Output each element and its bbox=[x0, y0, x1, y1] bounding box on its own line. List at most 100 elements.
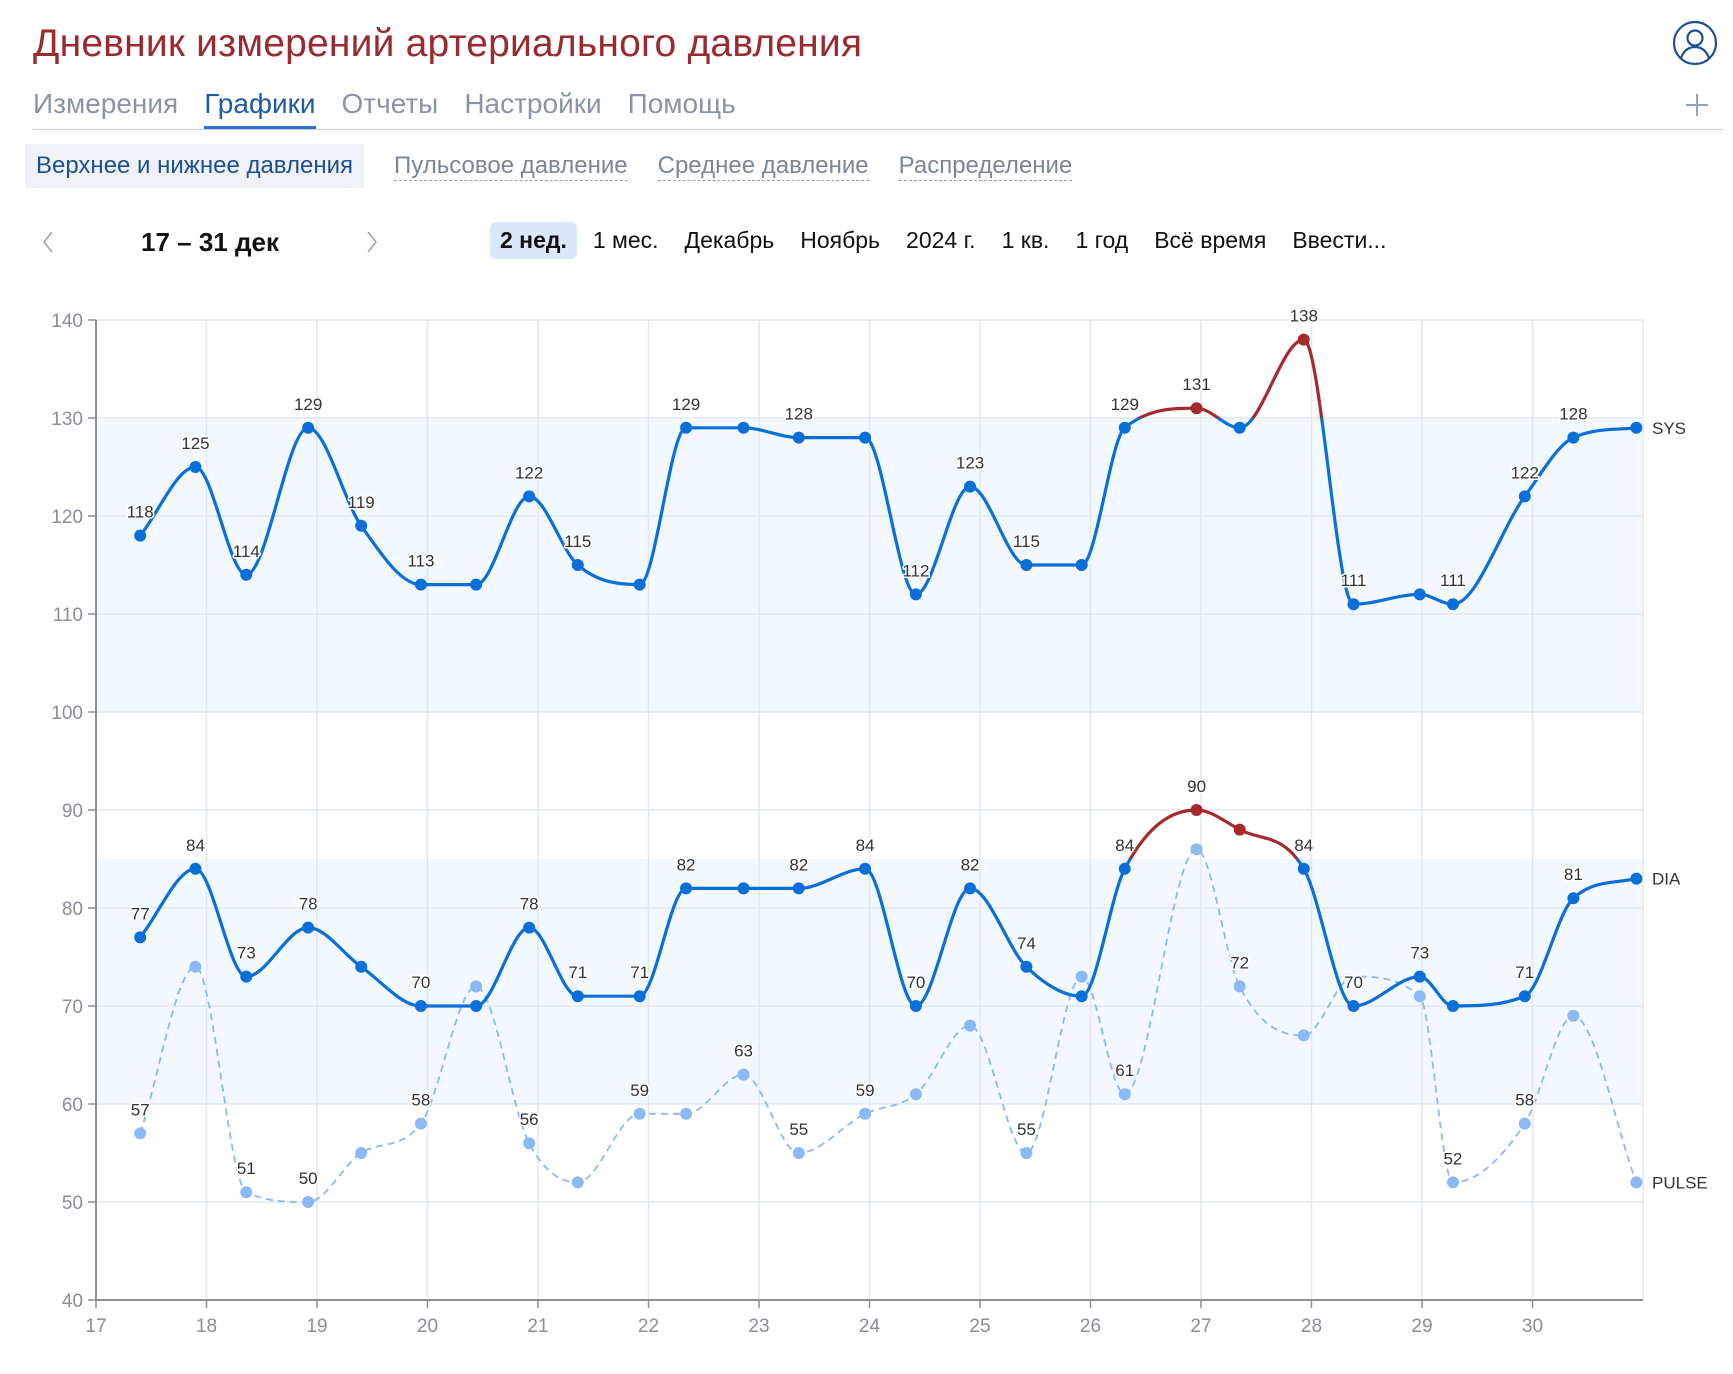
tab-measurements[interactable]: Измерения bbox=[33, 88, 179, 119]
sys-point[interactable] bbox=[414, 578, 427, 591]
dia-point[interactable] bbox=[1020, 960, 1033, 973]
dia-point[interactable] bbox=[1630, 872, 1643, 885]
pulse-point[interactable] bbox=[1630, 1176, 1643, 1189]
sys-point[interactable] bbox=[1518, 490, 1531, 503]
prev-period-button[interactable] bbox=[36, 227, 60, 257]
pulse-point[interactable] bbox=[909, 1088, 922, 1101]
dia-point[interactable] bbox=[240, 970, 253, 983]
sys-point[interactable] bbox=[1118, 421, 1131, 434]
pulse-point[interactable] bbox=[680, 1107, 693, 1120]
preset-1-month[interactable]: 1 мес. bbox=[592, 227, 659, 253]
pulse-point[interactable] bbox=[355, 1147, 368, 1159]
pulse-point[interactable] bbox=[1075, 970, 1088, 983]
next-period-button[interactable] bbox=[360, 227, 384, 257]
tab-charts[interactable]: Графики bbox=[204, 88, 316, 129]
sys-point[interactable] bbox=[302, 421, 315, 434]
sys-point[interactable] bbox=[680, 421, 693, 434]
dia-point[interactable] bbox=[414, 1000, 427, 1012]
pulse-point[interactable] bbox=[859, 1107, 872, 1120]
tab-reports[interactable]: Отчеты bbox=[341, 88, 439, 119]
sys-point[interactable] bbox=[1567, 431, 1580, 444]
pulse-point[interactable] bbox=[414, 1117, 427, 1130]
sys-point[interactable] bbox=[1075, 559, 1088, 571]
dia-point[interactable] bbox=[189, 862, 202, 875]
dia-point[interactable] bbox=[1446, 1000, 1459, 1012]
pulse-point[interactable] bbox=[302, 1196, 315, 1208]
dia-point[interactable] bbox=[964, 882, 977, 895]
subtab-mean-pressure[interactable]: Среднее давление bbox=[657, 151, 869, 181]
dia-point[interactable] bbox=[1190, 804, 1203, 816]
plus-icon[interactable] bbox=[1682, 90, 1712, 120]
pulse-point[interactable] bbox=[1190, 843, 1203, 856]
dia-point[interactable] bbox=[1518, 990, 1531, 1003]
dia-point[interactable] bbox=[1075, 990, 1088, 1003]
dia-point[interactable] bbox=[470, 1000, 483, 1012]
dia-point[interactable] bbox=[134, 931, 147, 944]
pulse-point[interactable] bbox=[1446, 1176, 1459, 1189]
tab-help[interactable]: Помощь bbox=[627, 88, 736, 119]
dia-point[interactable] bbox=[302, 921, 315, 934]
pulse-point[interactable] bbox=[134, 1127, 147, 1140]
sys-point[interactable] bbox=[1297, 333, 1310, 346]
tab-settings[interactable]: Настройки bbox=[464, 88, 602, 119]
dia-point[interactable] bbox=[1118, 862, 1131, 875]
dia-point[interactable] bbox=[1233, 823, 1246, 836]
preset-year-2024[interactable]: 2024 г. bbox=[906, 227, 976, 253]
pulse-point[interactable] bbox=[240, 1186, 253, 1199]
pulse-point[interactable] bbox=[189, 960, 202, 973]
preset-1-year[interactable]: 1 год bbox=[1075, 227, 1129, 253]
preset-december[interactable]: Декабрь bbox=[684, 227, 775, 253]
preset-2-weeks[interactable]: 2 нед. bbox=[490, 222, 577, 259]
sys-point[interactable] bbox=[859, 431, 872, 444]
preset-all-time[interactable]: Всё время bbox=[1154, 227, 1267, 253]
dia-point[interactable] bbox=[1413, 970, 1426, 983]
sys-point[interactable] bbox=[240, 568, 253, 581]
sys-point[interactable] bbox=[470, 578, 483, 591]
dia-point[interactable] bbox=[633, 990, 646, 1003]
subtab-distribution[interactable]: Распределение bbox=[898, 151, 1073, 181]
dia-point[interactable] bbox=[909, 1000, 922, 1012]
sys-point[interactable] bbox=[355, 519, 368, 532]
pulse-point[interactable] bbox=[1567, 1009, 1580, 1022]
sys-point[interactable] bbox=[1233, 421, 1246, 434]
dia-point[interactable] bbox=[1297, 862, 1310, 875]
pulse-point[interactable] bbox=[792, 1147, 805, 1159]
sys-point[interactable] bbox=[523, 490, 536, 503]
preset-custom[interactable]: Ввести... bbox=[1292, 227, 1387, 253]
sys-point[interactable] bbox=[792, 431, 805, 444]
dia-point[interactable] bbox=[792, 882, 805, 895]
pulse-point[interactable] bbox=[964, 1019, 977, 1032]
pulse-point[interactable] bbox=[1413, 990, 1426, 1003]
pulse-point[interactable] bbox=[1118, 1088, 1131, 1101]
sys-point[interactable] bbox=[189, 461, 202, 473]
dia-point[interactable] bbox=[1567, 892, 1580, 905]
dia-point[interactable] bbox=[859, 862, 872, 875]
sys-point[interactable] bbox=[1630, 421, 1643, 434]
sys-point[interactable] bbox=[909, 588, 922, 601]
sys-point[interactable] bbox=[134, 529, 147, 542]
sys-point[interactable] bbox=[633, 578, 646, 591]
subtab-sys-dia[interactable]: Верхнее и нижнее давления bbox=[25, 144, 365, 188]
pulse-point[interactable] bbox=[737, 1068, 750, 1081]
subtab-pulse-pressure[interactable]: Пульсовое давление bbox=[394, 151, 628, 181]
pulse-point[interactable] bbox=[523, 1137, 536, 1150]
pulse-point[interactable] bbox=[571, 1176, 584, 1189]
sys-point[interactable] bbox=[964, 480, 977, 493]
dia-point[interactable] bbox=[1347, 1000, 1360, 1012]
user-circle-icon[interactable] bbox=[1672, 20, 1718, 66]
pulse-point[interactable] bbox=[470, 980, 483, 993]
dia-point[interactable] bbox=[355, 960, 368, 973]
pulse-point[interactable] bbox=[1233, 980, 1246, 993]
sys-point[interactable] bbox=[571, 559, 584, 571]
sys-point[interactable] bbox=[1446, 598, 1459, 611]
sys-point[interactable] bbox=[737, 421, 750, 434]
sys-point[interactable] bbox=[1413, 588, 1426, 601]
preset-november[interactable]: Ноябрь bbox=[800, 227, 881, 253]
pulse-point[interactable] bbox=[1020, 1147, 1033, 1159]
pulse-point[interactable] bbox=[633, 1107, 646, 1120]
dia-point[interactable] bbox=[680, 882, 693, 895]
sys-point[interactable] bbox=[1347, 598, 1360, 611]
sys-point[interactable] bbox=[1020, 559, 1033, 571]
dia-point[interactable] bbox=[571, 990, 584, 1003]
dia-point[interactable] bbox=[523, 921, 536, 934]
